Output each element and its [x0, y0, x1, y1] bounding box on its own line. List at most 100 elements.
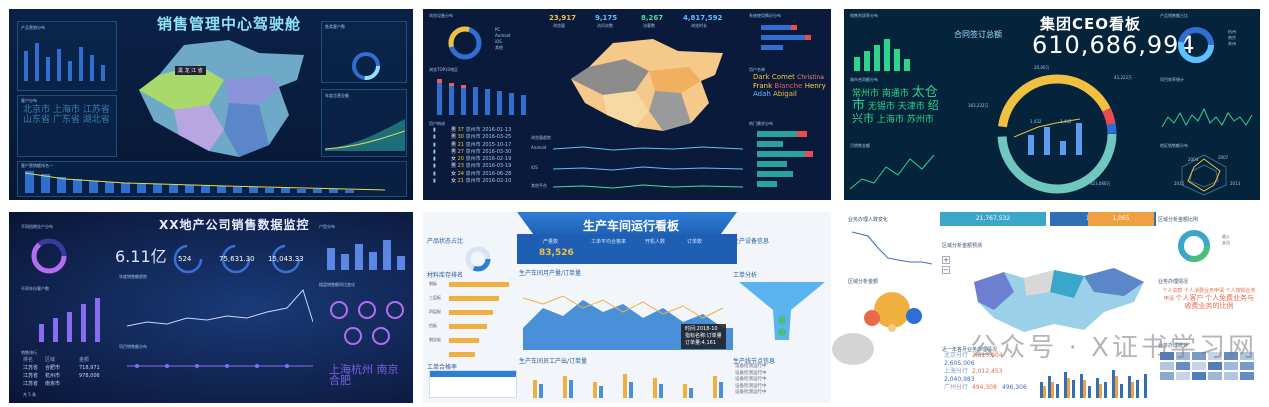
- gauge-3-value: 15,043.33: [268, 255, 304, 263]
- user-row: ▮ 女 20 泉州市 2016-02-19: [433, 156, 512, 163]
- kpi-1-value: 83,526: [539, 248, 574, 258]
- stock-label-4: 铝板: [429, 323, 437, 328]
- table-row: 上海分行 2,012,4532,040,983: [944, 368, 1003, 383]
- node-list: 设备检测运行中 设备检测运行中 设备检测运行中 设备检测运行中 设备检测运行中: [735, 364, 827, 397]
- monthly-output-area: [523, 295, 733, 350]
- tile2-panel-title-5: 系统使用情况分布: [749, 13, 781, 18]
- tile2-panel-title-1: 浏览设备分布: [429, 13, 453, 18]
- tile5-panel-title-8: 工单分析: [733, 272, 758, 279]
- stock-label-1: 钢板: [429, 281, 437, 286]
- product-status-donut: [465, 246, 491, 272]
- stock-label-3: 四层板: [429, 309, 441, 314]
- trend-lines: [553, 146, 743, 189]
- kpi-3: 1,065: [1088, 212, 1154, 226]
- tile4-panel-title-1: 不同档期业户分布: [21, 224, 53, 229]
- branch-table: 北京分行 2,015,0042,605,006 上海分行 2,012,4532,04…: [944, 352, 1030, 392]
- system-usage-bars: [761, 25, 811, 50]
- project-sales-dots: [127, 364, 313, 368]
- material-stock-bars: [449, 282, 509, 357]
- dashboard-tile-web-traffic[interactable]: 浏览设备分布 PC Android iOS 其他 23,917 浏览量 9,17…: [423, 9, 831, 200]
- product-share-donut: [1178, 27, 1214, 63]
- customer-word-cloud: 北京市 上海市 江苏省 山东省 广东省 湖北省: [23, 105, 110, 125]
- zoom-plus[interactable]: +: [942, 256, 950, 264]
- ring-label-2: 183,222万: [968, 103, 989, 108]
- user-row: ▮ 男 23 泉州市 2016-03-19: [433, 163, 512, 170]
- stat-pageviews-label: 浏览量: [553, 23, 565, 28]
- customer-panel: [17, 95, 117, 157]
- tile6-panel-title-2: 区域分析金额: [848, 279, 879, 285]
- trend-label-3: 其他平台: [531, 183, 547, 188]
- table-row: 江苏省 合肥市 718,971: [23, 365, 100, 371]
- tile5-panel-title-3: 工单合格率: [427, 364, 458, 371]
- list-item: 设备检测运行中: [735, 383, 767, 389]
- stat-visitors-label: 访客数: [643, 23, 655, 28]
- kpi-3-label: 开机人数: [645, 239, 666, 245]
- tile5-panel-title-7: 生产设备信息: [733, 238, 770, 245]
- kpi-1-label: 产量数: [543, 239, 559, 245]
- tile4-panel-title-2: 不同年份客户数: [21, 286, 49, 291]
- tile5-panel-title-2: 材料库存排名: [427, 272, 464, 279]
- bubble-chart: [864, 292, 922, 332]
- tile3-panel-title-2: 城市合同额分布: [850, 77, 878, 82]
- tile1-panel-title-1: 产品营销分布: [21, 25, 45, 30]
- tile1-panel-title-3: 各类客户数: [325, 24, 345, 29]
- monthly-sales-line: [850, 154, 935, 190]
- dashboard-tile-banking[interactable]: 业务办理人数变化 区域分析金额 21,767,532 18,586,337 1,…: [844, 212, 1260, 403]
- tile3-panel-title-4: 产品销售额占比: [1160, 13, 1188, 18]
- word-cloud: Dark Comet Christina Frank Blanche Henry…: [753, 73, 826, 98]
- tile5-panel-title-9: 生产线节点信息: [733, 358, 776, 365]
- table-row: 江苏省 杭州市 978,006: [23, 373, 100, 379]
- dashboard-tile-sales-center[interactable]: 销售管理中心驾驶舱 产品营销分布 客户分布 北京市 上海市 江苏省 山东省 广东…: [9, 9, 413, 200]
- segment-donut: [31, 238, 67, 274]
- trend-line-chart: [851, 231, 932, 265]
- device-donut: [448, 26, 482, 60]
- table-header: 排名 区域 金额: [23, 357, 90, 363]
- kpi-4-label: 订单数: [687, 239, 703, 245]
- region-map: [974, 268, 1144, 332]
- sales-ring: [997, 74, 1117, 194]
- staff-output-bars: [533, 374, 723, 398]
- user-row: ▮ 女 21 泉州市 2016-02-10: [433, 178, 512, 185]
- yoy-circles: [330, 301, 404, 345]
- tile1-panel-title-2: 客户分布: [21, 98, 37, 103]
- gauge-1: [173, 244, 203, 274]
- contract-total-label: 合同签订总额: [954, 30, 1002, 39]
- heatmap-grid: [1160, 352, 1254, 380]
- total-sales-stat: 6.11亿: [115, 247, 167, 266]
- tile2-panel-title-2: 浏览TOP10地区: [429, 67, 459, 72]
- zoom-minus[interactable]: −: [942, 266, 950, 274]
- profit-bars: [854, 39, 910, 71]
- share-legend-1: 杭州: [1228, 29, 1236, 34]
- tile3-panel-title-3: 月销售金额: [850, 143, 870, 148]
- annual-revenue-area: [325, 119, 405, 151]
- tile6-panel-title-1: 业务办理人数变化: [848, 217, 889, 223]
- wechat-icon: [832, 333, 874, 365]
- dashboard-tile-ceo[interactable]: 销售利润率分布 城市合同额分布 常州市 南通市 太仓市 无锡市 天津市 绍兴市 …: [844, 9, 1260, 200]
- dashboard-tile-production[interactable]: 生产车间运行看板 产量数 83,526 工单平均合格率 开机人数 订单数 产品状…: [423, 212, 831, 403]
- pagination[interactable]: 共 5 条: [23, 392, 37, 397]
- business-word-cloud: 个人贷款 个人消费业务申请 个人按揭业务申请 个人客户 个人免费业务与收费业务的…: [1162, 288, 1256, 310]
- watermark-text: 公众号 · X证书学习网: [970, 333, 1257, 363]
- tile6-panel-title-5: 区域分析金额比例: [1158, 217, 1199, 223]
- dashboard-tile-real-estate[interactable]: XX地产公司销售数据监控 不同档期业户分布 6.11亿 524 75,631.3…: [9, 212, 413, 403]
- list-item: 设备检测运行中: [735, 377, 767, 382]
- tile4-panel-title-5: 项目销售额分布: [119, 344, 147, 349]
- ratio-donut: [1178, 230, 1210, 262]
- tile1-panel-title-4: 年度总营业额: [325, 93, 349, 98]
- yield-table: [429, 370, 517, 398]
- tile5-panel-title-5: 生产车间月产量/订单量: [519, 270, 582, 277]
- ratio-legend-1: 收入: [1222, 234, 1230, 239]
- tile6-panel-title-3: 区域分析金额预测: [942, 243, 983, 249]
- user-row: ▮ 男 21 泉州市 2015-10-17: [433, 141, 512, 148]
- tile6-panel-title-4: 近一年各月业务办理情况: [942, 347, 998, 353]
- tile1-panel-title-5: 客户营销额排名一: [21, 163, 53, 168]
- efficiency-bars: [1161, 107, 1253, 128]
- ranking-table: 排名 区域 金额 江苏省 合肥市 718,971 江苏省 杭州市 978,006 江苏省 南京…: [23, 356, 115, 388]
- tile5-panel-title-6: 生产车间员工产出/订单量: [519, 358, 588, 365]
- tile5-title: 生产车间运行看板: [583, 219, 680, 233]
- device-legend-3: iOS: [495, 39, 502, 44]
- radar-label-1: 2004: [1188, 157, 1199, 162]
- tile5-kpi-band: [517, 234, 737, 264]
- tile5-header: [517, 212, 737, 236]
- top10-region-bars: [437, 79, 526, 115]
